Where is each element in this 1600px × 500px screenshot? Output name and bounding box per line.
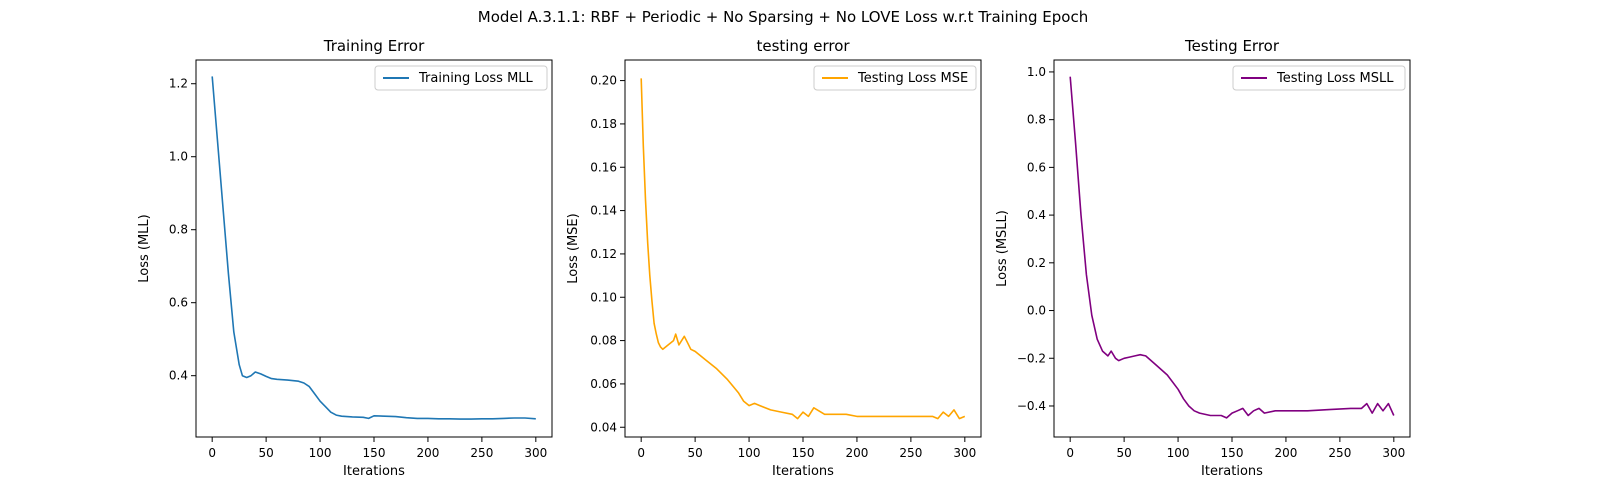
y-tick-label: 0.16 xyxy=(590,160,617,174)
y-tick-label: 0.6 xyxy=(1027,160,1046,174)
x-tick-label: 50 xyxy=(1116,446,1131,460)
axes-frame xyxy=(624,59,982,438)
legend-box xyxy=(813,65,977,91)
axes-frame xyxy=(1053,59,1411,438)
legend: Training Loss MLL xyxy=(374,65,548,91)
x-tick-label: 300 xyxy=(953,446,976,460)
y-tick-label: 0.08 xyxy=(590,334,617,348)
x-tick-label: 200 xyxy=(845,446,868,460)
x-axis-label: Iterations xyxy=(343,464,405,479)
legend-box xyxy=(1232,65,1406,91)
y-tick-label: 1.0 xyxy=(169,150,188,164)
y-tick-label: 0.12 xyxy=(590,247,617,261)
x-tick-label: 150 xyxy=(363,446,386,460)
legend: Testing Loss MSLL xyxy=(1232,65,1406,91)
legend: Testing Loss MSE xyxy=(813,65,977,91)
x-tick-label: 100 xyxy=(1167,446,1190,460)
y-tick-label: 0.8 xyxy=(169,223,188,237)
y-tick-label: 0.0 xyxy=(1027,304,1046,318)
y-tick-label: 0.8 xyxy=(1027,113,1046,127)
y-tick-label: 0.4 xyxy=(169,369,188,383)
legend-entry: Testing Loss MSLL xyxy=(1276,71,1394,86)
y-axis-label: Loss (MLL) xyxy=(137,214,152,283)
y-tick-label: 0.06 xyxy=(590,377,617,391)
legend-entry: Training Loss MLL xyxy=(418,71,534,86)
chart-title: Training Error xyxy=(323,37,425,55)
series-line xyxy=(211,76,536,420)
y-tick-label: 0.2 xyxy=(1027,256,1046,270)
y-tick-label: −0.4 xyxy=(1017,399,1046,413)
x-tick-label: 100 xyxy=(738,446,761,460)
y-axis-label: Loss (MSLL) xyxy=(995,210,1010,287)
x-tick-label: 150 xyxy=(792,446,815,460)
x-tick-label: 100 xyxy=(309,446,332,460)
y-tick-label: 1.0 xyxy=(1027,65,1046,79)
axes-frame xyxy=(195,59,553,438)
chart-panel-1: Training Error 0 50 100 150 200 250 300 0.4 0.6 0.… xyxy=(137,37,553,479)
y-tick-label: 0.4 xyxy=(1027,208,1046,222)
x-axis-label: Iterations xyxy=(772,464,834,479)
legend-box xyxy=(374,65,548,91)
x-tick-label: 300 xyxy=(1382,446,1405,460)
x-tick-label: 250 xyxy=(1328,446,1351,460)
chart-panel-2: testing error 0 50 100 150 200 250 300 0.04 0.06 0… xyxy=(566,37,982,479)
y-tick-label: 0.10 xyxy=(590,290,617,304)
series-line xyxy=(1069,76,1395,419)
x-axis-label: Iterations xyxy=(1201,464,1263,479)
x-tick-label: 0 xyxy=(637,446,645,460)
y-tick-label: 0.6 xyxy=(169,296,188,310)
figure-suptitle: Model A.3.1.1: RBF + Periodic + No Spars… xyxy=(478,8,1088,26)
x-tick-label: 250 xyxy=(470,446,493,460)
x-tick-label: 150 xyxy=(1221,446,1244,460)
y-tick-label: 0.14 xyxy=(590,204,617,218)
x-tick-label: 300 xyxy=(524,446,547,460)
y-tick-label: 0.18 xyxy=(590,117,617,131)
y-tick-label: 0.04 xyxy=(590,420,617,434)
chart-panel-3: Testing Error 0 50 100 150 200 250 300 −0.4 −0.2 0… xyxy=(995,37,1411,479)
x-tick-label: 50 xyxy=(687,446,702,460)
x-tick-label: 0 xyxy=(1066,446,1074,460)
y-tick-label: −0.2 xyxy=(1017,351,1046,365)
x-tick-label: 200 xyxy=(416,446,439,460)
legend-entry: Testing Loss MSE xyxy=(857,71,968,86)
x-tick-label: 0 xyxy=(208,446,216,460)
x-tick-label: 50 xyxy=(258,446,273,460)
y-tick-label: 1.2 xyxy=(169,77,188,91)
y-axis-label: Loss (MSE) xyxy=(566,213,581,283)
chart-title: Testing Error xyxy=(1184,37,1280,55)
x-tick-label: 250 xyxy=(899,446,922,460)
x-tick-label: 200 xyxy=(1274,446,1297,460)
series-line xyxy=(640,78,966,420)
chart-title: testing error xyxy=(756,37,850,55)
y-tick-label: 0.20 xyxy=(590,74,617,88)
